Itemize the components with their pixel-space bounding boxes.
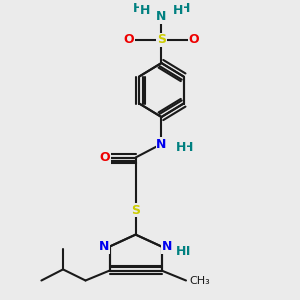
Text: O: O <box>188 33 199 46</box>
Text: H: H <box>180 245 190 258</box>
Text: H: H <box>179 2 190 15</box>
Text: N: N <box>156 137 167 151</box>
Text: H: H <box>182 140 193 154</box>
Text: N: N <box>156 10 167 23</box>
Text: H: H <box>173 4 183 17</box>
Text: S: S <box>131 203 140 217</box>
Text: N: N <box>99 240 110 253</box>
Text: O: O <box>124 33 134 46</box>
Text: CH₃: CH₃ <box>189 275 210 286</box>
Text: H: H <box>176 140 186 154</box>
Text: S: S <box>157 33 166 46</box>
Text: H: H <box>176 244 186 258</box>
Text: H: H <box>140 4 150 17</box>
Text: N: N <box>162 240 172 253</box>
Text: H: H <box>133 2 143 15</box>
Text: O: O <box>100 151 110 164</box>
